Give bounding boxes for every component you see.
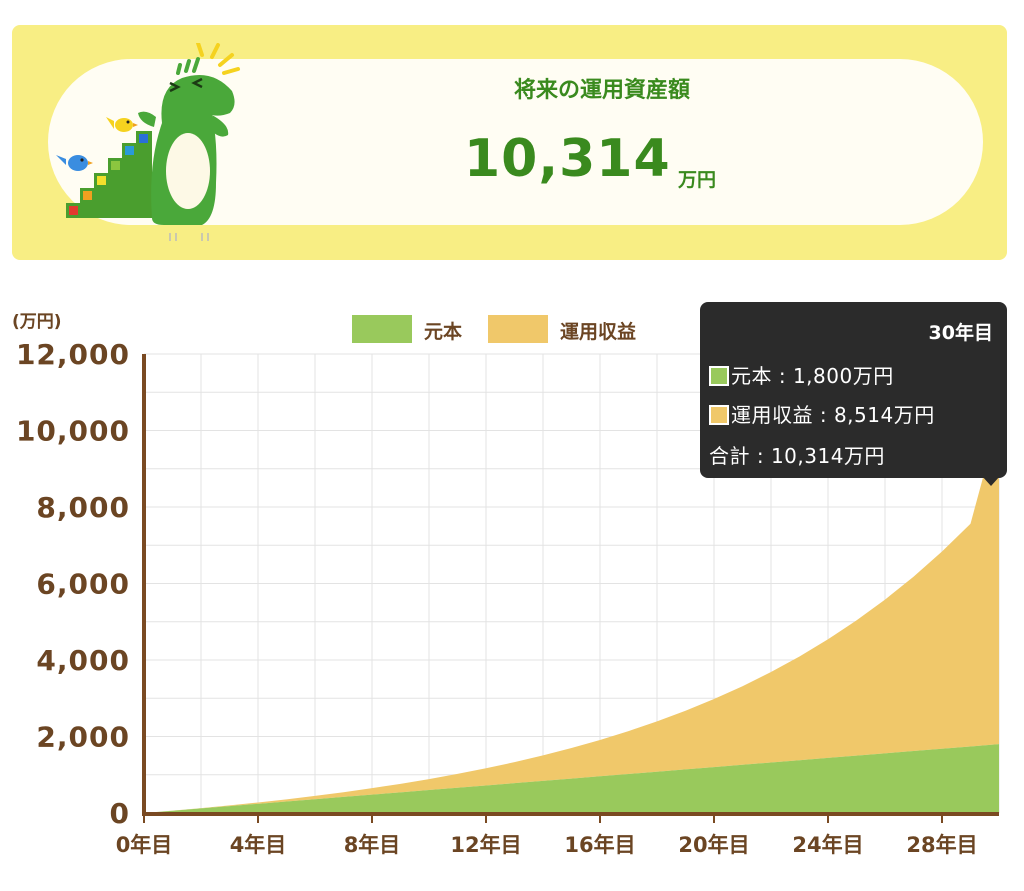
chart-tooltip: 30年目 元本 : 1,800万円 運用収益 : 8,514万円 合計 : 10… — [700, 302, 1007, 486]
legend-label-principal: 元本 — [424, 321, 463, 343]
tooltip-swatch-principal — [709, 366, 729, 386]
tooltip-row-earnings: 運用収益 : 8,514万円 — [709, 399, 935, 428]
tooltip-total-text: 合計 : 10,314万円 — [709, 444, 885, 468]
legend-swatch-principal — [352, 315, 412, 343]
y-tick-label: 8,000 — [36, 491, 130, 524]
x-tick-label: 12年目 — [450, 833, 521, 857]
area-series-earnings — [144, 418, 999, 813]
y-tick-label: 10,000 — [16, 415, 130, 448]
summary-panel: 将来の運用資産額 10,314 万円 — [12, 25, 1007, 260]
y-tick-label: 6,000 — [36, 568, 130, 601]
area-series-principal — [144, 744, 999, 813]
x-tick-label: 8年目 — [344, 833, 401, 857]
tooltip-earnings-text: 運用収益 : 8,514万円 — [731, 403, 935, 427]
summary-amount: 10,314 — [464, 129, 671, 189]
x-tick-label: 16年目 — [564, 833, 635, 857]
x-tick-label: 0年目 — [116, 833, 173, 857]
legend-label-earnings: 運用収益 — [560, 321, 637, 343]
tooltip-swatch-earnings — [709, 405, 729, 425]
tooltip-arrow-icon — [982, 476, 1000, 486]
x-tick-label: 20年目 — [678, 833, 749, 857]
summary-title: 将来の運用資産額 — [513, 78, 690, 103]
crocodile-mascot-on-stairs-icon — [56, 43, 240, 241]
summary-unit: 万円 — [678, 169, 717, 191]
y-axis-unit-label: (万円) — [12, 312, 62, 332]
legend-swatch-earnings — [488, 315, 548, 343]
x-tick-label: 28年目 — [906, 833, 977, 857]
y-tick-label: 0 — [110, 797, 130, 830]
tooltip-principal-text: 元本 : 1,800万円 — [731, 364, 894, 388]
y-tick-label: 2,000 — [36, 721, 130, 754]
tooltip-row-total: 合計 : 10,314万円 — [709, 440, 885, 469]
x-tick-label: 24年目 — [792, 833, 863, 857]
y-tick-label: 12,000 — [16, 338, 130, 371]
y-tick-label: 4,000 — [36, 644, 130, 677]
tooltip-row-principal: 元本 : 1,800万円 — [709, 360, 894, 389]
tooltip-title: 30年目 — [928, 322, 993, 344]
x-tick-label: 4年目 — [230, 833, 287, 857]
